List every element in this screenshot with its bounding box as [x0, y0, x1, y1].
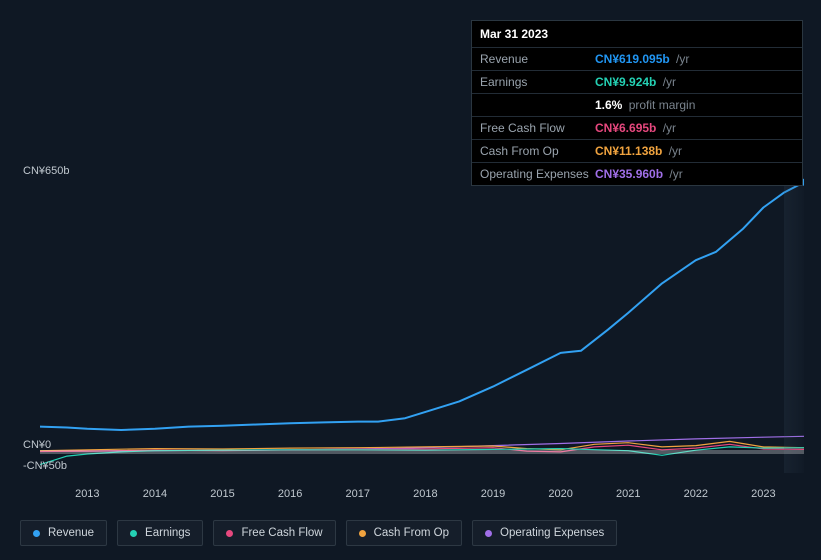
tooltip-row: 1.6% profit margin — [472, 94, 802, 117]
legend-dot-icon — [33, 530, 40, 537]
y-axis-label: CN¥650b — [23, 165, 69, 177]
y-axis-label: -CN¥50b — [23, 460, 67, 472]
tooltip-label: Cash From Op — [480, 144, 595, 158]
x-axis-label: 2014 — [143, 488, 167, 500]
tooltip-value: 1.6% profit margin — [595, 98, 695, 112]
tooltip-value: CN¥35.960b /yr — [595, 167, 683, 181]
chart-tooltip: Mar 31 2023 RevenueCN¥619.095b /yrEarnin… — [471, 20, 803, 186]
legend-item-earnings[interactable]: Earnings — [117, 520, 203, 546]
tooltip-row: EarningsCN¥9.924b /yr — [472, 71, 802, 94]
x-axis-label: 2016 — [278, 488, 302, 500]
legend-dot-icon — [130, 530, 137, 537]
tooltip-value: CN¥6.695b /yr — [595, 121, 676, 135]
legend-dot-icon — [359, 530, 366, 537]
legend-item-cash_op[interactable]: Cash From Op — [346, 520, 462, 546]
tooltip-label: Revenue — [480, 52, 595, 66]
tooltip-row: Operating ExpensesCN¥35.960b /yr — [472, 163, 802, 185]
legend-item-fcf[interactable]: Free Cash Flow — [213, 520, 335, 546]
tooltip-value: CN¥619.095b /yr — [595, 52, 689, 66]
series-revenue — [40, 182, 804, 430]
legend-dot-icon — [485, 530, 492, 537]
x-axis-label: 2021 — [616, 488, 640, 500]
plot-area — [40, 178, 804, 473]
y-axis-label: CN¥0 — [23, 439, 51, 451]
financials-chart[interactable]: CN¥650b CN¥0 -CN¥50b 2013 2014 2015 2016 2017 20… — [18, 155, 804, 500]
forecast-shade — [784, 178, 804, 473]
tooltip-row: RevenueCN¥619.095b /yr — [472, 48, 802, 71]
zero-line — [40, 450, 804, 454]
legend-item-revenue[interactable]: Revenue — [20, 520, 107, 546]
x-axis-label: 2018 — [413, 488, 437, 500]
tooltip-rows: RevenueCN¥619.095b /yrEarningsCN¥9.924b … — [472, 48, 802, 185]
tooltip-value: CN¥9.924b /yr — [595, 75, 676, 89]
legend-label: Cash From Op — [374, 527, 449, 539]
x-axis-label: 2023 — [751, 488, 775, 500]
tooltip-value: CN¥11.138b /yr — [595, 144, 682, 158]
legend-label: Revenue — [48, 527, 94, 539]
tooltip-date: Mar 31 2023 — [472, 21, 802, 48]
x-axis-label: 2019 — [481, 488, 505, 500]
tooltip-label: Earnings — [480, 75, 595, 89]
tooltip-row: Free Cash FlowCN¥6.695b /yr — [472, 117, 802, 140]
tooltip-label — [480, 98, 595, 112]
x-axis-label: 2022 — [684, 488, 708, 500]
tooltip-row: Cash From OpCN¥11.138b /yr — [472, 140, 802, 163]
legend: Revenue Earnings Free Cash Flow Cash From O… — [20, 520, 617, 546]
chart-svg — [40, 178, 804, 473]
x-axis-label: 2013 — [75, 488, 99, 500]
x-axis-label: 2020 — [548, 488, 572, 500]
legend-item-op_exp[interactable]: Operating Expenses — [472, 520, 617, 546]
tooltip-label: Free Cash Flow — [480, 121, 595, 135]
legend-label: Free Cash Flow — [241, 527, 322, 539]
legend-label: Earnings — [145, 527, 190, 539]
tooltip-label: Operating Expenses — [480, 167, 595, 181]
x-axis-label: 2017 — [346, 488, 370, 500]
legend-dot-icon — [226, 530, 233, 537]
legend-label: Operating Expenses — [500, 527, 604, 539]
x-axis-label: 2015 — [210, 488, 234, 500]
